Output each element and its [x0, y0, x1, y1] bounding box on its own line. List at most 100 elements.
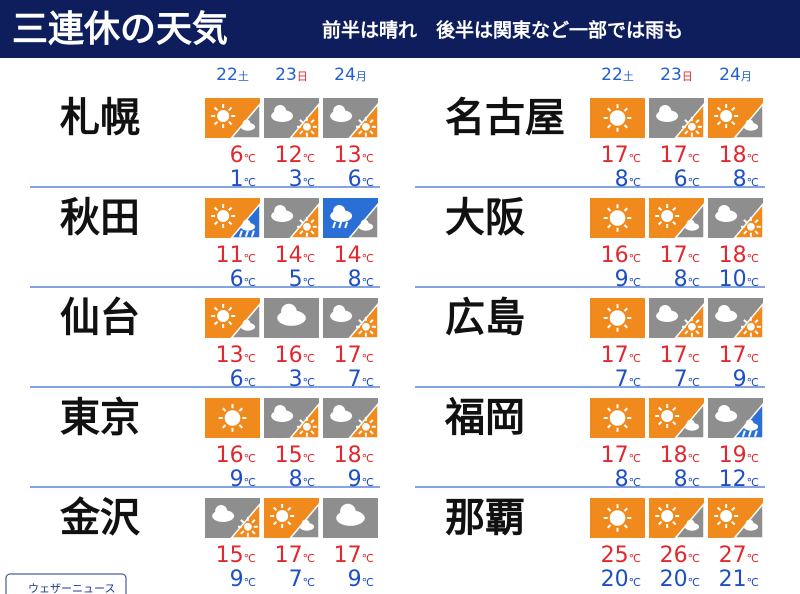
sun-ray: [358, 130, 363, 135]
temp-high: 14℃: [334, 243, 374, 268]
sun: [244, 522, 252, 531]
sun-ray: [623, 324, 628, 329]
sun-ray: [240, 530, 245, 535]
sun: [276, 510, 289, 522]
sun-ray: [299, 119, 304, 124]
sun: [661, 210, 674, 222]
temp-unit: ℃: [303, 176, 315, 189]
weather-icon: [264, 398, 320, 439]
city-name: 広島: [445, 295, 525, 341]
temp-low: 8℃: [348, 267, 374, 292]
city-name: 福岡: [444, 395, 525, 441]
temp-low: 1℃: [230, 167, 256, 192]
sun-ray: [369, 330, 374, 335]
temp-unit: ℃: [629, 352, 641, 365]
rain-drop: [344, 221, 349, 229]
temp-unit: ℃: [629, 176, 641, 189]
temp-unit: ℃: [688, 552, 700, 565]
temp-value: 7: [289, 567, 303, 592]
icon-split: [673, 301, 705, 339]
sun-ray: [228, 120, 233, 126]
temp-value: 6: [230, 143, 244, 168]
sun-ray: [684, 119, 689, 124]
weather-icon: [264, 198, 320, 239]
sun-ray: [607, 424, 612, 429]
temp-value: 6: [230, 367, 244, 392]
sun-ray: [213, 306, 219, 312]
temp-unit: ℃: [244, 376, 256, 389]
sun-ray: [358, 319, 363, 324]
temp-value: 20: [601, 567, 629, 592]
sun-ray: [607, 207, 612, 212]
temp-value: 17: [275, 543, 303, 568]
sun-ray: [251, 519, 256, 524]
sun-ray: [743, 330, 748, 335]
sun-ray: [754, 319, 759, 324]
sun-ray: [695, 130, 700, 135]
sun: [609, 110, 626, 126]
temp-unit: ℃: [747, 576, 759, 589]
weather-icon: [708, 298, 764, 339]
temp-value: 25: [601, 543, 629, 568]
temp-low: 7℃: [289, 567, 315, 592]
weather-icon: [590, 498, 645, 538]
sun-ray: [310, 119, 315, 124]
sun: [217, 110, 230, 122]
temp-value: 13: [334, 143, 362, 168]
temp-value: 7: [674, 367, 688, 392]
temp-value: 6: [674, 167, 688, 192]
day-date: 23: [275, 65, 297, 85]
sun: [303, 222, 311, 231]
sun-ray: [607, 124, 612, 129]
temp-high: 16℃: [216, 443, 256, 468]
logo-box: [5, 573, 127, 594]
temp-value: 13: [216, 343, 244, 368]
weather-icon: [590, 298, 645, 338]
temp-value: 17: [601, 343, 629, 368]
temp-value: 10: [719, 267, 747, 292]
sun-ray: [240, 519, 245, 524]
sun: [609, 410, 626, 426]
sun: [747, 222, 755, 231]
icon-split: [732, 301, 764, 339]
sun-ray: [310, 419, 315, 424]
temp-unit: ℃: [362, 552, 374, 565]
sun: [303, 122, 311, 131]
day-date: 24: [334, 65, 356, 85]
sun-ray: [672, 406, 677, 412]
city-name: 那覇: [445, 495, 525, 541]
sun: [224, 410, 241, 426]
weekday: 土: [238, 70, 249, 83]
sun-ray: [213, 206, 219, 212]
temp-high: 17℃: [334, 543, 374, 568]
sun-ray: [623, 424, 628, 429]
sun: [720, 510, 733, 522]
weather-icon: [649, 98, 705, 139]
temp-high: 26℃: [660, 543, 700, 568]
temp-unit: ℃: [688, 176, 700, 189]
temp-unit: ℃: [303, 252, 315, 265]
temp-high: 17℃: [275, 543, 315, 568]
sun-ray: [607, 524, 612, 529]
temp-unit: ℃: [303, 476, 315, 489]
day-label: 22土: [216, 65, 249, 85]
sun-ray: [299, 419, 304, 424]
icon-split: [347, 301, 379, 339]
sun-ray: [272, 520, 278, 526]
weather-icon: [590, 198, 645, 238]
temp-unit: ℃: [629, 376, 641, 389]
weather-icon: [264, 298, 319, 338]
temp-high: 17℃: [660, 343, 700, 368]
temp-low: 6℃: [230, 267, 256, 292]
rain-drop: [244, 230, 249, 238]
temp-value: 16: [216, 443, 244, 468]
subtitle: 前半は晴れ 後半は関東など一部では雨も: [322, 19, 683, 42]
cloud: [333, 205, 346, 217]
temp-low: 3℃: [289, 367, 315, 392]
temp-unit: ℃: [688, 252, 700, 265]
temp-value: 9: [230, 567, 244, 592]
weather-icon: [649, 198, 705, 239]
day-date: 23: [660, 65, 682, 85]
day-label: 23日: [660, 65, 693, 85]
temp-value: 8: [733, 167, 747, 192]
